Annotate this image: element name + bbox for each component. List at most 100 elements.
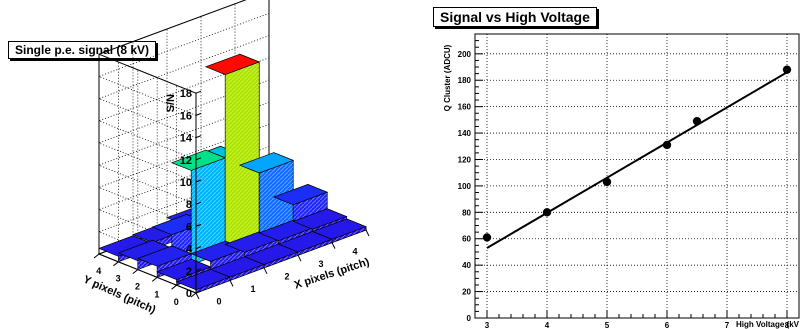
y-tick-label: 180	[458, 76, 472, 85]
z-gridline	[97, 124, 270, 227]
x-tick-label: 7	[725, 321, 730, 329]
z-tick	[195, 135, 202, 139]
lego-bar	[204, 53, 261, 253]
data-point	[542, 208, 552, 217]
y-tick-label: 3	[116, 274, 121, 284]
bar-top-face	[272, 184, 329, 206]
z-tick-label: 6	[186, 221, 192, 233]
x-tick	[297, 254, 302, 262]
bar-top-face	[136, 245, 193, 267]
bar-top-face	[258, 219, 314, 242]
x-tick-label: 3	[318, 259, 323, 269]
y-tick-label: 0	[174, 297, 179, 307]
data-point	[482, 233, 492, 242]
y-tick-label: 2	[135, 282, 140, 292]
y-tick-label: 20	[462, 288, 471, 297]
z-tick	[195, 223, 202, 227]
y-tick-label: 120	[458, 155, 472, 164]
lego-bar	[277, 230, 333, 256]
y-tick	[113, 261, 119, 267]
z-tick-label: 4	[186, 244, 193, 256]
lego-bar	[209, 256, 265, 281]
z-tick	[195, 90, 202, 94]
bar-top-face	[170, 149, 227, 171]
y-tick-label: 4	[96, 266, 101, 276]
x-tick-label: 0	[216, 297, 221, 307]
z-tick	[195, 201, 202, 205]
bar-front-hatch	[332, 226, 366, 243]
fit-line	[486, 71, 788, 249]
bar-front-hatch	[225, 62, 260, 253]
data-point	[602, 177, 612, 187]
y-tick-label: 140	[458, 129, 472, 138]
y-tick	[151, 277, 158, 282]
left-chart-title: Single p.e. signal (8 kV)	[8, 41, 157, 59]
z-gridline	[97, 57, 270, 161]
z-tick-label: 18	[180, 88, 192, 100]
y-tick-label: 80	[462, 208, 471, 217]
bar-top-face	[238, 152, 295, 174]
z-tick-label: 8	[186, 199, 192, 211]
x-tick-label: 2	[284, 272, 289, 282]
y-tick-label: 160	[458, 103, 472, 112]
z-tick-label: 12	[180, 155, 192, 167]
z-tick	[195, 246, 202, 250]
bar-front-hatch	[191, 157, 226, 265]
z-tick	[195, 112, 202, 116]
x-tick	[195, 292, 200, 300]
y-tick-label: 40	[462, 261, 471, 270]
data-point	[782, 65, 792, 74]
z-tick	[195, 268, 202, 272]
bar-front-hatch	[259, 160, 294, 240]
bar-front-hatch	[298, 239, 332, 256]
x-axis-title: X pixels (pitch)	[293, 256, 371, 292]
y-tick	[93, 253, 100, 259]
bar-top-face	[311, 218, 367, 240]
bar-front-hatch	[264, 251, 298, 268]
z-gridline	[97, 0, 247, 94]
x-tick-label: 5	[605, 321, 610, 329]
data-point	[692, 116, 702, 126]
z-tick-label: 14	[180, 133, 193, 145]
y-tick	[171, 284, 177, 290]
y-tick	[190, 292, 197, 298]
z-tick-label: 10	[180, 177, 192, 189]
x-tick-label: 4	[352, 246, 357, 256]
z-tick	[195, 290, 202, 294]
bar-top-face	[224, 231, 280, 253]
y-tick-label: 100	[458, 182, 472, 191]
lego-bar	[311, 218, 367, 244]
y-axis-title: Q Cluster (ADCU)	[443, 44, 452, 111]
x-tick-label: 4	[545, 321, 550, 329]
x-axis-title: High Voltage (kV	[736, 320, 800, 329]
bar-front-hatch	[196, 277, 230, 293]
z-gridline	[97, 79, 270, 183]
y-tick-label: 0	[467, 314, 472, 323]
scatter-plot: 0 20 40 60 80 100 120 140 160 180 200 3 4 5 6 7 8 Q Clust…	[443, 33, 800, 329]
z-gridline	[97, 35, 270, 138]
z-tick-label: 2	[186, 266, 192, 278]
z-tick	[195, 179, 202, 183]
x-tick	[331, 242, 336, 249]
x-tick-label: 8	[785, 321, 790, 329]
y-tick-label: 60	[462, 235, 471, 244]
right-chart-title: Signal vs High Voltage	[433, 7, 597, 27]
z-gridline	[97, 13, 270, 116]
z-axis-title: S/N	[165, 94, 177, 112]
z-tick	[195, 157, 202, 161]
y-tick-label: 1	[154, 289, 159, 299]
z-tick-label: 0	[186, 288, 192, 300]
y-tick-label: 200	[458, 50, 472, 59]
x-tick	[263, 267, 268, 275]
bar-front-hatch	[230, 264, 264, 281]
bar-top-face	[156, 258, 212, 280]
x-tick	[229, 280, 234, 287]
x-tick-label: 6	[665, 321, 670, 329]
bar-top-face	[204, 53, 261, 75]
z-gridline	[97, 101, 270, 205]
x-tick-label: 3	[485, 321, 490, 329]
z-tick-label: 16	[180, 110, 192, 122]
plot-frame	[474, 33, 800, 319]
